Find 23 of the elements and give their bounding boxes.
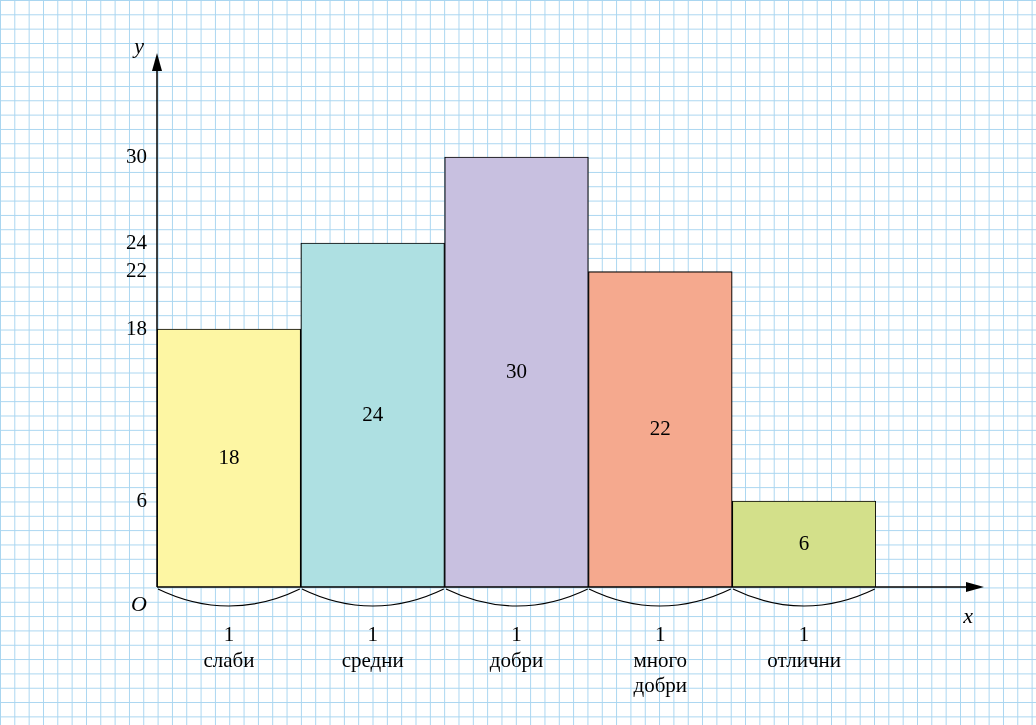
text: 1 (511, 621, 522, 646)
y-tick-label: 6 (136, 487, 147, 512)
x-axis-title: x (962, 602, 974, 628)
x-tick-label: добри (489, 648, 544, 673)
y-tick-label: 18 (126, 315, 147, 340)
x-tick-label: много добри (633, 648, 688, 698)
data-label: 22 (649, 415, 671, 440)
x-tick-label: средни (341, 648, 404, 673)
data-label: 24 (362, 401, 384, 426)
text: O (131, 590, 148, 616)
text: 1 (223, 621, 235, 646)
data-label: 6 (798, 530, 810, 555)
data-label: 18 (218, 444, 240, 469)
y-tick-label: 30 (126, 143, 147, 168)
x-tick-label: отлични (767, 648, 841, 673)
y-tick-label: 22 (126, 258, 147, 283)
x-tick-label: слаби (203, 648, 255, 673)
data-label: 30 (506, 358, 527, 383)
text: 1 (655, 621, 666, 646)
y-tick-label: 24 (126, 229, 148, 254)
y-axis-title: y (132, 32, 145, 58)
text: 1 (798, 621, 810, 646)
text: 1 (367, 621, 378, 646)
